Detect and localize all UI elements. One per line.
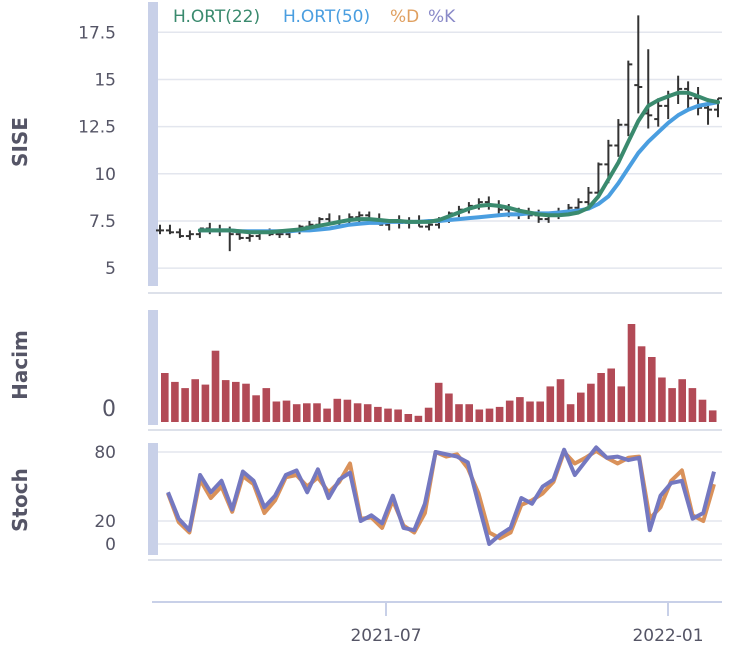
- volume-bar: [688, 388, 697, 422]
- volume-bar: [333, 398, 342, 422]
- volume-ylabel: Hacim: [8, 330, 32, 400]
- volume-bar: [627, 324, 636, 422]
- stoch-axis-band: [148, 443, 158, 555]
- volume-bar: [577, 392, 585, 422]
- legend-ma50[interactable]: H.ORT(50): [283, 7, 370, 27]
- volume-bar: [262, 388, 271, 422]
- volume-bar: [698, 399, 707, 422]
- volume-bar: [708, 410, 717, 422]
- volume-bar: [252, 395, 260, 422]
- volume-bar: [404, 414, 413, 422]
- price-axis-band: [148, 2, 158, 286]
- volume-bar: [191, 379, 199, 422]
- x-tick-label-2021-07: 2021-07: [350, 626, 421, 646]
- volume-bar: [475, 409, 484, 422]
- volume-bar: [597, 373, 605, 422]
- volume-bar: [363, 404, 372, 422]
- volume-bar: [536, 401, 544, 422]
- volume-bar: [221, 380, 230, 422]
- price-tick-label: 10: [94, 165, 116, 185]
- volume-bar: [526, 401, 534, 422]
- volume-bar: [465, 404, 473, 422]
- volume-bar: [648, 357, 656, 422]
- volume-bar: [292, 404, 301, 422]
- price-tick-label: 5: [105, 259, 116, 279]
- volume-bar: [587, 383, 595, 422]
- volume-bar: [556, 379, 565, 422]
- volume-bar: [678, 379, 686, 422]
- volume-axis-band: [148, 310, 158, 425]
- stoch-grid: [158, 451, 722, 545]
- volume-bar: [242, 383, 250, 422]
- volume-bar: [232, 381, 240, 422]
- volume-bar: [343, 399, 352, 422]
- volume-bar: [201, 384, 210, 422]
- volume-bar: [566, 404, 575, 422]
- volume-bar: [181, 388, 189, 422]
- volume-bar: [282, 400, 291, 422]
- ma22-series-line: [197, 90, 720, 235]
- price-tick-label: 7.5: [89, 212, 116, 232]
- price-tick-label: 12.5: [78, 118, 116, 138]
- volume-bar: [445, 393, 453, 422]
- volume-bar: [607, 368, 615, 422]
- volume-bar: [516, 397, 524, 422]
- volume-bar: [495, 406, 504, 422]
- volume-bar: [374, 406, 382, 422]
- volume-bar: [546, 386, 555, 422]
- legend-stoch-k[interactable]: %K: [428, 7, 456, 27]
- volume-bar: [353, 403, 362, 422]
- volume-bar: [485, 408, 494, 422]
- volume-bar: [414, 415, 423, 422]
- volume-bar: [323, 408, 331, 422]
- legend: H.ORT(22) H.ORT(50) %D %K: [173, 7, 456, 27]
- volume-bar: [455, 404, 463, 422]
- volume-bar: [658, 377, 666, 422]
- volume-bar: [384, 408, 392, 422]
- stoch-k-series-line: [166, 445, 716, 546]
- stoch-tick-label: 80: [94, 443, 116, 463]
- volume-bar: [637, 346, 646, 422]
- volume-bar: [668, 388, 676, 422]
- stoch-tick-label: 20: [94, 512, 116, 532]
- volume-bar: [211, 350, 220, 422]
- price-tick-label: 17.5: [78, 23, 116, 43]
- volume-tick-0: 0: [102, 397, 116, 422]
- volume-bar: [272, 401, 281, 422]
- volume-bar: [617, 386, 626, 422]
- volume-bar: [171, 381, 179, 422]
- legend-stoch-d[interactable]: %D: [390, 7, 419, 27]
- volume-bar: [313, 403, 321, 422]
- stoch-ylabel: Stoch: [8, 468, 32, 532]
- price-ylabel: SISE: [8, 117, 32, 167]
- volume-bar: [394, 409, 402, 422]
- volume-bar: [424, 407, 433, 422]
- stoch-tick-label: 0: [105, 535, 116, 555]
- volume-bar: [434, 382, 443, 422]
- price-tick-label: 15: [94, 70, 116, 90]
- x-tick-label-2022-01: 2022-01: [632, 626, 703, 646]
- volume-bar: [303, 403, 311, 422]
- volume-bar: [161, 373, 169, 422]
- stoch-d-series-line: [166, 448, 716, 541]
- volume-bar: [505, 400, 514, 422]
- legend-ma22[interactable]: H.ORT(22): [173, 7, 260, 27]
